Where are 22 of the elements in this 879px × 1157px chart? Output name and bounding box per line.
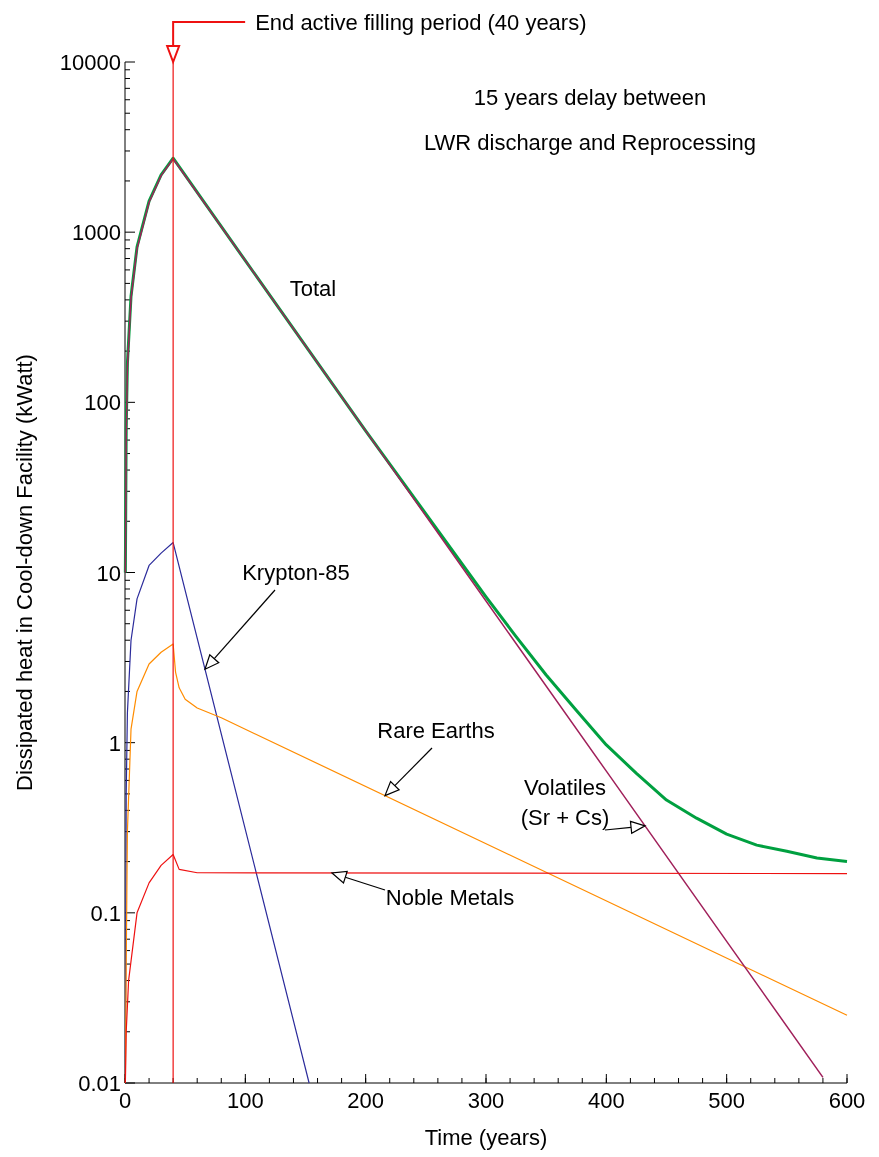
- series-label: Total: [289, 276, 337, 301]
- ref-line-label: End active filling period (40 years): [255, 10, 587, 35]
- y-tick-label: 100: [84, 390, 121, 416]
- x-tick-label: 200: [347, 1088, 385, 1113]
- x-tick-label: 600: [828, 1088, 866, 1113]
- x-axis-title: Time (years): [424, 1125, 548, 1150]
- y-tick-label: 0.01: [78, 1071, 121, 1096]
- x-tick-label: 400: [587, 1088, 625, 1113]
- x-tick-label: 100: [226, 1088, 264, 1113]
- y-tick-label: 1000: [72, 220, 121, 246]
- text: Krypton-85: [242, 560, 350, 585]
- y-tick-label: 1: [108, 730, 121, 756]
- y-tick-label: 10: [96, 560, 121, 586]
- y-tick-label: 0.1: [90, 900, 121, 926]
- y-tick-label: 10000: [59, 50, 121, 75]
- y-axis-title: Dissipated heat in Cool-down Facility (kWatt): [12, 354, 37, 791]
- x-tick-label: 300: [467, 1088, 505, 1113]
- text: Rare Earths: [377, 718, 495, 743]
- series-label: Volatiles (Sr + Cs): [520, 775, 610, 830]
- text: 15 years delay between LWR discharge and Reprocessing: [423, 85, 757, 155]
- series-label: Noble Metals: [385, 885, 515, 910]
- x-tick-label: 500: [708, 1088, 746, 1113]
